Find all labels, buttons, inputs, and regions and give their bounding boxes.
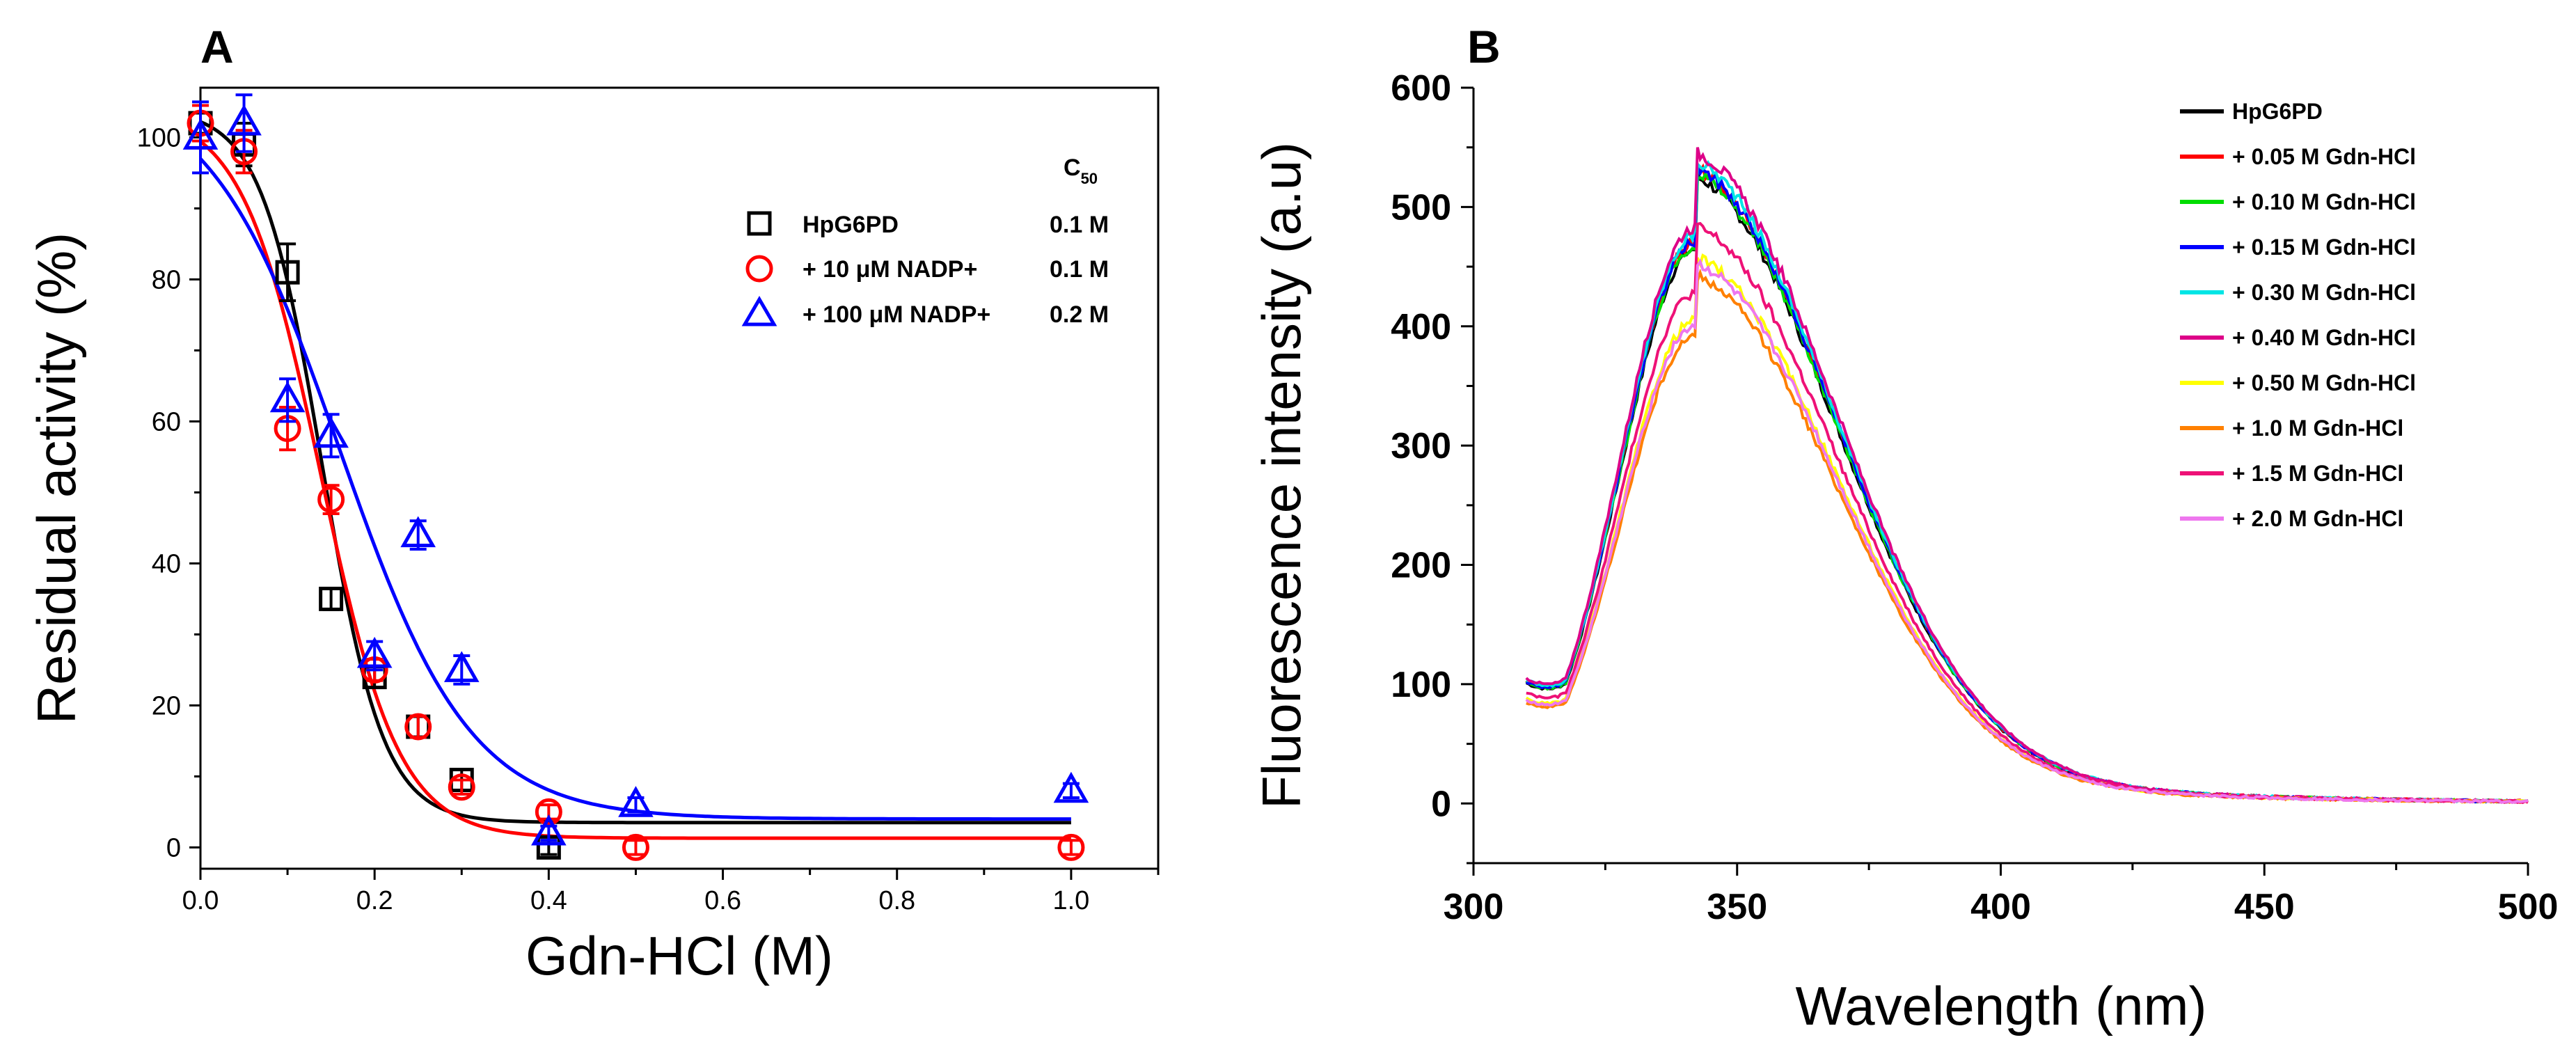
panel-a-fit-curves: [199, 120, 1071, 840]
data-point-triangle: [356, 636, 393, 668]
legend-label: + 1.0 M Gdn-HCl: [2232, 416, 2403, 441]
panel-a-x-axis-title: Gdn-HCl (M): [526, 925, 833, 986]
data-point-triangle: [226, 104, 262, 136]
data-point-circle: [317, 486, 345, 514]
x-tick-label: 350: [1707, 887, 1767, 927]
legend-item-hpg6pd: HpG6PD 0.1 M: [747, 211, 1109, 238]
x-tick-label: 0.8: [878, 886, 915, 915]
y-tick-label: 0: [1431, 784, 1451, 824]
panel-b-x-axis-title: Wavelength (nm): [1796, 975, 2207, 1036]
spectrum-line: [1526, 268, 2529, 805]
panel-a-data-points: [182, 93, 1089, 861]
legend-square-marker: [747, 211, 772, 236]
data-point-circle: [448, 773, 475, 801]
panel-b-spectra: [1525, 147, 2529, 805]
panel-a: A 0.0 0.2 0.4 0.6 0.8 1.0 0 20 40 60 80 100 Gdn-HC…: [26, 21, 1160, 986]
y-tick-label: 100: [137, 123, 181, 152]
legend-label: + 0.50 M Gdn-HCl: [2232, 370, 2416, 395]
panel-a-x-ticks: 0.0 0.2 0.4 0.6 0.8 1.0: [182, 869, 1160, 915]
panel-a-label: A: [200, 21, 234, 72]
fit-curve: [199, 140, 1071, 840]
legend-circle-marker: [745, 255, 773, 283]
legend-triangle-marker: [741, 296, 777, 326]
data-point-triangle: [531, 814, 567, 846]
x-tick-label: 0.4: [530, 886, 567, 915]
legend-label: + 0.15 M Gdn-HCl: [2232, 235, 2416, 260]
data-point-circle: [535, 798, 562, 826]
legend-c50-100um-nadp: 0.2 M: [1050, 301, 1109, 328]
y-tick-label: 60: [152, 407, 181, 436]
fit-curve: [199, 120, 1071, 825]
legend-label: + 0.30 M Gdn-HCl: [2232, 280, 2416, 305]
legend-label: + 0.40 M Gdn-HCl: [2232, 325, 2416, 350]
panel-b-label: B: [1467, 21, 1501, 72]
y-tick-label: 400: [1391, 307, 1451, 347]
y-tick-label: 40: [152, 549, 181, 578]
spectrum-line: [1526, 173, 2529, 804]
panel-a-y-ticks: 0 20 40 60 80 100: [137, 123, 200, 862]
data-point-triangle: [269, 381, 306, 413]
data-point-triangle: [443, 651, 480, 682]
panel-b-y-ticks: 0 100 200 300 400 500 600: [1391, 68, 1473, 865]
x-tick-label: 0.6: [704, 886, 741, 915]
y-tick-label: 500: [1391, 187, 1451, 228]
panel-a-y-axis-title: Residual activity (%): [26, 232, 87, 725]
panel-b-y-axis-title: Fluorescence intensity (a.u): [1251, 142, 1312, 809]
data-point-square: [319, 586, 344, 611]
data-point-circle: [404, 713, 432, 741]
x-tick-label: 400: [1970, 887, 2031, 927]
legend-label: HpG6PD: [2232, 99, 2323, 124]
legend-label-100um-nadp: + 100 μM NADP+: [803, 301, 990, 328]
data-point-circle: [1057, 833, 1085, 861]
data-point-triangle: [400, 516, 436, 548]
spectrum-line: [1525, 258, 2529, 805]
legend-label: + 0.10 M Gdn-HCl: [2232, 189, 2416, 214]
y-tick-label: 300: [1391, 426, 1451, 466]
x-tick-label: 500: [2498, 887, 2559, 927]
legend-item-100um-nadp: + 100 μM NADP+ 0.2 M: [741, 296, 1109, 328]
data-point-square: [275, 260, 300, 285]
x-tick-label: 0.0: [182, 886, 219, 915]
legend-c50-10um-nadp: 0.1 M: [1050, 256, 1109, 283]
data-point-triangle: [182, 118, 219, 150]
x-tick-label: 450: [2234, 887, 2295, 927]
legend-label: + 2.0 M Gdn-HCl: [2232, 506, 2403, 531]
panel-a-legend: C50 HpG6PD 0.1 M + 10 μM NADP+ 0.1 M + 1…: [741, 155, 1109, 328]
panel-b: B 300 350 400 450 500 0 100 200 300 400 500 600 Wa…: [1251, 21, 2558, 1036]
data-point-triangle: [313, 416, 349, 448]
legend-label: + 0.05 M Gdn-HCl: [2232, 144, 2416, 169]
data-point-triangle: [618, 786, 654, 817]
data-point-circle: [622, 833, 649, 861]
y-tick-label: 600: [1391, 68, 1451, 109]
legend-c50-header: C50: [1064, 155, 1098, 187]
x-tick-label: 1.0: [1052, 886, 1089, 915]
panel-b-x-ticks: 300 350 400 450 500: [1444, 863, 2559, 927]
x-tick-label: 0.2: [356, 886, 393, 915]
panel-a-plot-frame: [199, 86, 1160, 870]
y-tick-label: 80: [152, 265, 181, 294]
legend-c50-hpg6pd: 0.1 M: [1050, 212, 1109, 238]
y-tick-label: 200: [1391, 546, 1451, 586]
x-tick-label: 300: [1444, 887, 1504, 927]
legend-item-10um-nadp: + 10 μM NADP+ 0.1 M: [745, 255, 1109, 283]
y-tick-label: 20: [152, 691, 181, 720]
legend-label-10um-nadp: + 10 μM NADP+: [803, 256, 977, 283]
y-tick-label: 0: [166, 833, 181, 862]
y-tick-label: 100: [1391, 665, 1451, 705]
data-point-triangle: [1053, 771, 1089, 803]
legend-label: + 1.5 M Gdn-HCl: [2232, 461, 2403, 486]
legend-label-hpg6pd: HpG6PD: [803, 212, 899, 238]
panel-b-legend: HpG6PD + 0.05 M Gdn-HCl + 0.10 M Gdn-HCl + …: [2180, 99, 2416, 531]
